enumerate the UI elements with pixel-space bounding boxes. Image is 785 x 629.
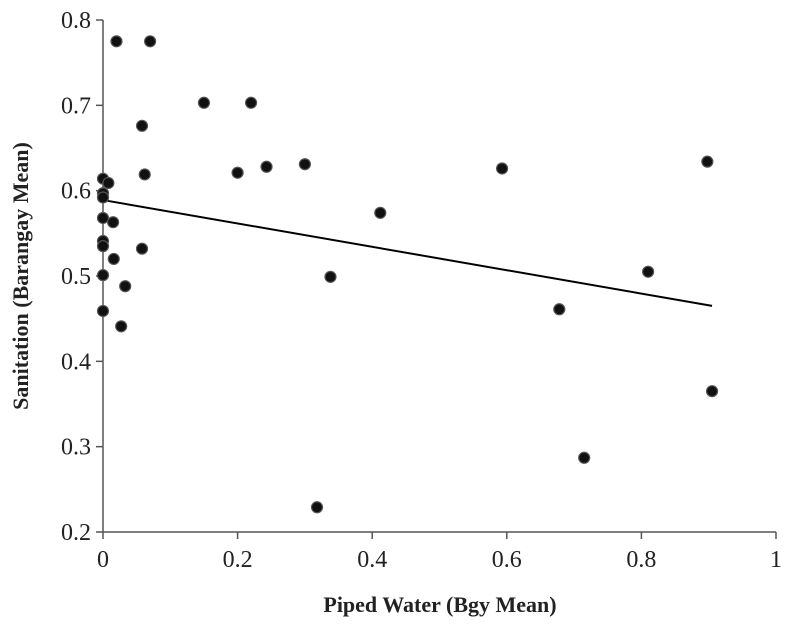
- data-point: [119, 280, 132, 293]
- y-tick-label: 0.6: [61, 179, 91, 205]
- data-point: [298, 158, 311, 171]
- trendline: [102, 199, 713, 307]
- data-point: [135, 119, 149, 132]
- axes: [96, 19, 777, 539]
- data-point: [135, 242, 149, 255]
- y-tick-label: 0.5: [61, 264, 91, 290]
- data-point: [244, 96, 258, 109]
- x-tick-label: 0: [97, 547, 109, 573]
- y-tick-label: 0.8: [61, 8, 91, 34]
- data-point: [578, 451, 591, 464]
- data-point: [144, 35, 157, 48]
- x-axis-title: Piped Water (Bgy Mean): [323, 592, 556, 617]
- data-point: [642, 265, 655, 278]
- data-point: [260, 160, 273, 173]
- data-point: [96, 269, 110, 282]
- data-point: [102, 176, 115, 190]
- data-point: [701, 155, 714, 168]
- x-tick-label: 0.6: [492, 547, 522, 573]
- data-point: [110, 35, 123, 48]
- data-point: [96, 304, 110, 318]
- data-point: [96, 211, 110, 225]
- data-point: [705, 385, 719, 398]
- x-tick-label: 0.2: [223, 547, 253, 573]
- y-tick-label: 0.4: [61, 349, 91, 375]
- x-tick-label: 0.8: [626, 547, 656, 573]
- data-point: [96, 191, 110, 204]
- data-point: [310, 501, 324, 514]
- data-point: [374, 206, 387, 219]
- x-tick-label: 0.4: [357, 547, 387, 573]
- data-point: [115, 320, 128, 333]
- data-point: [231, 166, 244, 179]
- data-point: [553, 303, 566, 316]
- y-tick-label: 0.2: [61, 520, 91, 546]
- data-point: [495, 162, 509, 175]
- y-tick-label: 0.3: [61, 435, 91, 461]
- x-tick-label: 1: [770, 547, 782, 573]
- data-point: [107, 252, 120, 266]
- tick-labels: 0.20.30.40.50.60.70.80 0.2 0.4 0.6 0.8 1: [61, 8, 782, 573]
- y-axis-title: Sanitation (Barangay Mean): [8, 142, 33, 410]
- data-point: [197, 96, 211, 109]
- data-point: [106, 216, 120, 229]
- data-point: [138, 168, 151, 181]
- data-points: [96, 35, 719, 514]
- data-point: [96, 240, 110, 253]
- data-point: [324, 270, 337, 283]
- y-tick-label: 0.7: [61, 93, 91, 119]
